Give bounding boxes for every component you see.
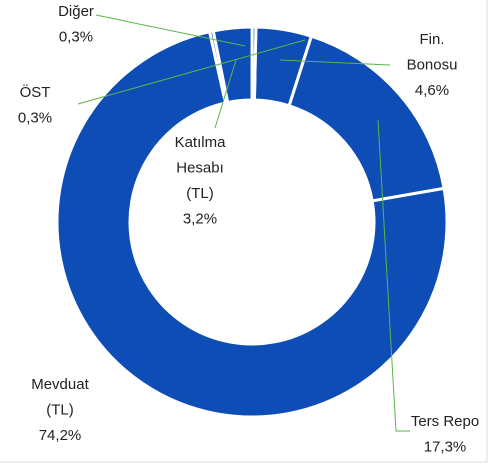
value-label: 0,3% xyxy=(18,109,52,126)
category-label: Hesabı xyxy=(176,159,224,176)
donut-segment xyxy=(250,25,258,102)
value-label: 74,2% xyxy=(39,427,82,444)
category-label: Mevduat xyxy=(31,376,89,393)
leader-line xyxy=(279,59,391,66)
value-label: 4,6% xyxy=(415,82,449,99)
donut-segment xyxy=(55,29,449,419)
leader-line xyxy=(214,59,237,129)
category-label: Katılma xyxy=(175,134,227,151)
leader-line xyxy=(77,39,306,105)
category-label: Fin. xyxy=(419,31,444,48)
value-label: 0,3% xyxy=(59,28,93,45)
category-label: (TL) xyxy=(46,401,74,418)
leader-line xyxy=(95,14,246,47)
leader-line xyxy=(377,119,410,432)
category-label: ÖST xyxy=(20,83,51,101)
category-label: (TL) xyxy=(186,185,214,202)
category-label: Bonosu xyxy=(407,56,458,73)
category-label: Ters Repo xyxy=(411,413,479,430)
value-label: 3,2% xyxy=(183,210,217,227)
category-label: Diğer xyxy=(58,3,94,20)
value-label: 17,3% xyxy=(424,438,467,455)
